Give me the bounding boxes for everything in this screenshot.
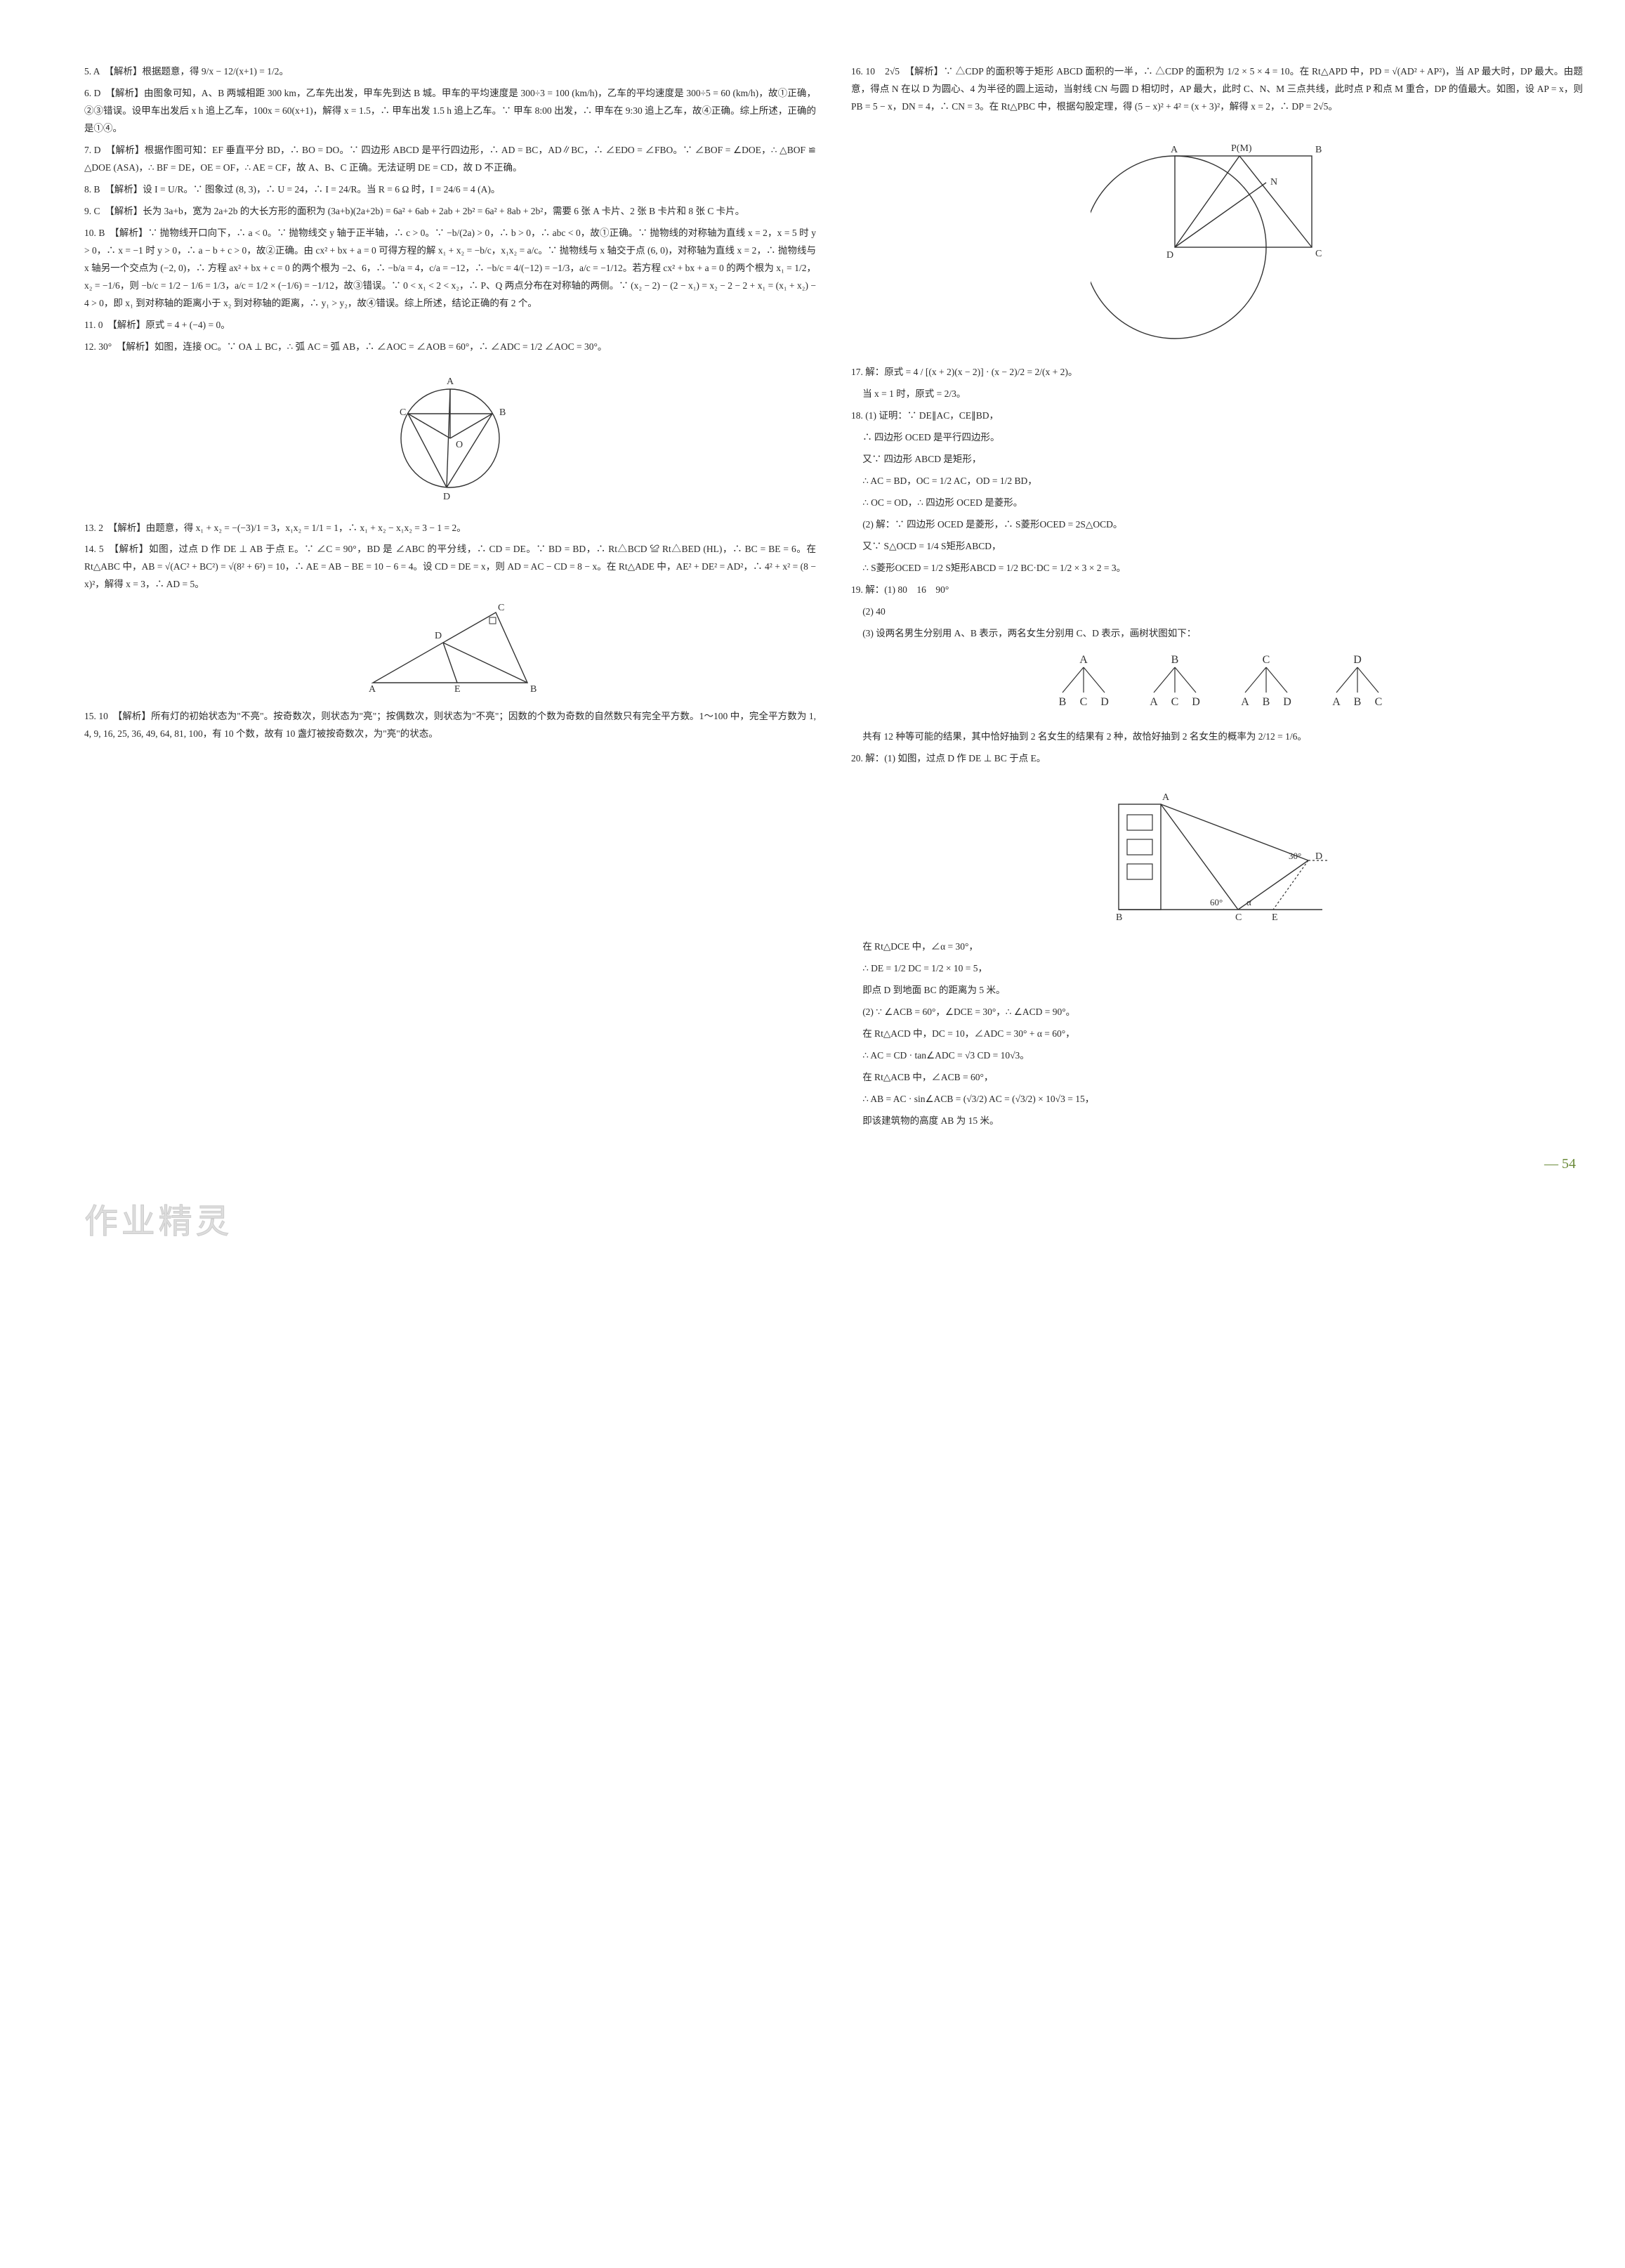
svg-text:E: E — [454, 684, 461, 693]
q18g: 又∵ S△OCD = 1/4 S矩形ABCD， — [862, 538, 1583, 556]
svg-text:A: A — [1171, 145, 1178, 155]
q17b: 当 x = 1 时，原式 = 2/3。 — [862, 386, 1583, 403]
svg-text:D: D — [443, 492, 450, 502]
q18h: ∴ S菱形OCED = 1/2 S矩形ABCD = 1/2 BC·DC = 1/… — [862, 560, 1583, 577]
svg-text:C: C — [1375, 696, 1383, 708]
q18b: ∴ 四边形 OCED 是平行四边形。 — [862, 429, 1583, 447]
q20j: 即该建筑物的高度 AB 为 15 米。 — [862, 1113, 1583, 1130]
svg-text:C: C — [1315, 249, 1322, 259]
svg-text:D: D — [1192, 696, 1200, 708]
svg-text:P(M): P(M) — [1231, 143, 1252, 154]
q10: 10. B 【解析】∵ 抛物线开口向下，∴ a < 0。∵ 抛物线交 y 轴于正… — [84, 225, 816, 313]
svg-text:D: D — [1100, 696, 1109, 708]
svg-text:A: A — [1079, 654, 1088, 666]
svg-text:A: A — [1162, 792, 1170, 803]
q18d: ∴ AC = BD，OC = 1/2 AC，OD = 1/2 BD， — [862, 473, 1583, 490]
q18e: ∴ OC = OD，∴ 四边形 OCED 是菱形。 — [862, 494, 1583, 512]
svg-text:B: B — [1354, 696, 1362, 708]
svg-text:A: A — [1241, 696, 1249, 708]
svg-text:C: C — [1171, 696, 1179, 708]
svg-text:A: A — [1332, 696, 1341, 708]
q18f: (2) 解：∵ 四边形 OCED 是菱形，∴ S菱形OCED = 2S△OCD。 — [862, 516, 1583, 534]
svg-text:E: E — [1272, 912, 1278, 923]
svg-text:C: C — [1080, 696, 1088, 708]
q8: 8. B 【解析】设 I = U/R。∵ 图象过 (8, 3)，∴ U = 24… — [84, 181, 816, 199]
q20i: ∴ AB = AC · sin∠ACB = (√3/2) AC = (√3/2)… — [862, 1091, 1583, 1108]
svg-text:D: D — [435, 631, 442, 641]
svg-text:C: C — [400, 407, 406, 418]
svg-text:30°: 30° — [1289, 851, 1301, 861]
q14: 14. 5 【解析】如图，过点 D 作 DE ⊥ AB 于点 E。∵ ∠C = … — [84, 541, 816, 594]
svg-text:A: A — [1150, 696, 1158, 708]
q20b: 在 Rt△DCE 中，∠α = 30°， — [862, 938, 1583, 956]
svg-text:B: B — [1059, 696, 1067, 708]
q20e: (2) ∵ ∠ACB = 60°，∠DCE = 30°，∴ ∠ACD = 90°… — [862, 1004, 1583, 1021]
svg-text:C: C — [1263, 654, 1270, 666]
q18a: 18. (1) 证明：∵ DE∥AC，CE∥BD， — [851, 407, 1583, 425]
q9: 9. C 【解析】长为 3a+b，宽为 2a+2b 的大长方形的面积为 (3a+… — [84, 203, 816, 221]
svg-text:A: A — [369, 684, 376, 693]
svg-text:D: D — [1283, 696, 1291, 708]
q19a: 19. 解：(1) 80 16 90° — [851, 582, 1583, 599]
svg-text:D: D — [1166, 250, 1173, 261]
q12: 12. 30° 【解析】如图，连接 OC。∵ OA ⊥ BC，∴ 弧 AC = … — [84, 339, 816, 356]
svg-text:60°: 60° — [1210, 897, 1223, 907]
svg-text:N: N — [1270, 177, 1277, 188]
q17a: 17. 解：原式 = 4 / [(x + 2)(x − 2)] · (x − 2… — [851, 364, 1583, 381]
page-number: — 54 — [851, 1151, 1583, 1177]
svg-text:A: A — [447, 376, 454, 387]
q19b: (2) 40 — [862, 603, 1583, 621]
figure-q16-rect-circle: A B C D P(M) N — [851, 124, 1583, 355]
svg-text:B: B — [1263, 696, 1270, 708]
q20a: 20. 解：(1) 如图，过点 D 作 DE ⊥ BC 于点 E。 — [851, 750, 1583, 768]
figure-q19-tree: ABCD BCD ACD ABD ABC — [851, 650, 1583, 720]
svg-text:B: B — [1171, 654, 1179, 666]
q11: 11. 0 【解析】原式 = 4 + (−4) = 0。 — [84, 317, 816, 334]
svg-text:B: B — [499, 407, 506, 418]
svg-text:D: D — [1353, 654, 1362, 666]
svg-text:C: C — [498, 603, 504, 613]
svg-text:B: B — [1315, 145, 1322, 155]
q20f: 在 Rt△ACD 中，DC = 10，∠ADC = 30° + α = 60°， — [862, 1025, 1583, 1043]
svg-text:B: B — [1116, 912, 1122, 923]
q7: 7. D 【解析】根据作图可知：EF 垂直平分 BD，∴ BO = DO。∵ 四… — [84, 142, 816, 177]
q20h: 在 Rt△ACB 中，∠ACB = 60°， — [862, 1069, 1583, 1087]
q19c: (3) 设两名男生分别用 A、B 表示，两名女生分别用 C、D 表示，画树状图如… — [862, 625, 1583, 643]
q18c: 又∵ 四边形 ABCD 是矩形， — [862, 451, 1583, 468]
figure-q20-building: A B C D E 60° α 30° — [851, 776, 1583, 930]
q13: 13. 2 【解析】由题意，得 x₁ + x₂ = −(−3)/1 = 3，x₁… — [84, 520, 816, 537]
q15: 15. 10 【解析】所有灯的初始状态为"不亮"。按奇数次，则状态为"亮"；按偶… — [84, 708, 816, 743]
figure-q14-triangle: A B C D E — [84, 602, 816, 700]
watermark: 作业精灵 — [84, 1191, 1583, 1254]
svg-text:D: D — [1315, 851, 1322, 862]
svg-text:O: O — [456, 440, 463, 450]
svg-text:C: C — [1235, 912, 1242, 923]
q6: 6. D 【解析】由图象可知，A、B 两城相距 300 km，乙车先出发，甲车先… — [84, 85, 816, 138]
q5: 5. A 【解析】根据题意，得 9/x − 12/(x+1) = 1/2。 — [84, 63, 816, 81]
svg-text:α: α — [1246, 897, 1251, 907]
q19d: 共有 12 种等可能的结果，其中恰好抽到 2 名女生的结果有 2 种，故恰好抽到… — [862, 728, 1583, 746]
svg-text:B: B — [530, 684, 537, 693]
q20d: 即点 D 到地面 BC 的距离为 5 米。 — [862, 982, 1583, 999]
q20g: ∴ AC = CD · tan∠ADC = √3 CD = 10√3。 — [862, 1047, 1583, 1065]
figure-q12-circle: A B C D O — [84, 365, 816, 511]
q16: 16. 10 2√5 【解析】∵ △CDP 的面积等于矩形 ABCD 面积的一半… — [851, 63, 1583, 116]
q20c: ∴ DE = 1/2 DC = 1/2 × 10 = 5， — [862, 960, 1583, 978]
